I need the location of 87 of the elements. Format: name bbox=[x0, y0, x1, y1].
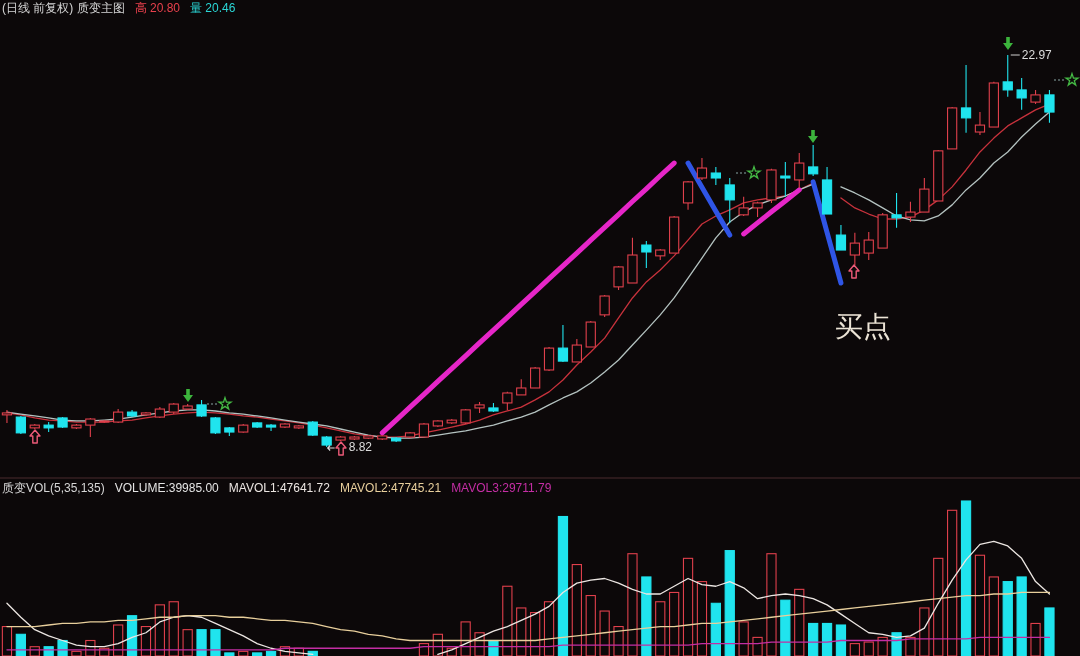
bar bbox=[182, 629, 193, 656]
bar bbox=[766, 553, 777, 656]
bar bbox=[224, 652, 235, 656]
bar bbox=[265, 650, 277, 656]
candlestick bbox=[780, 161, 791, 198]
bar bbox=[252, 652, 263, 656]
text: MAVOL3:29711.79 bbox=[451, 481, 552, 495]
candlestick bbox=[808, 144, 819, 177]
annotation: 买点 bbox=[835, 311, 891, 342]
candlestick bbox=[835, 224, 847, 251]
bar bbox=[919, 607, 930, 656]
bar bbox=[933, 557, 944, 656]
bar bbox=[113, 624, 124, 656]
bar bbox=[196, 629, 207, 656]
bar bbox=[947, 509, 958, 656]
bar bbox=[641, 576, 652, 656]
text: 22.97 bbox=[1021, 48, 1052, 63]
bar bbox=[210, 629, 221, 656]
bar bbox=[1030, 622, 1041, 656]
bar bbox=[543, 601, 555, 656]
bar bbox=[627, 553, 638, 656]
candlestick bbox=[696, 157, 708, 181]
bar bbox=[1, 626, 13, 656]
text: MAVOL2:47745.21 bbox=[339, 481, 442, 495]
candlestick bbox=[1016, 77, 1027, 111]
bar bbox=[71, 650, 82, 656]
text: 8.82 bbox=[348, 440, 373, 455]
bar bbox=[669, 591, 680, 656]
text: VOLUME:39985.00 bbox=[114, 481, 220, 495]
bar bbox=[877, 636, 888, 656]
candlestick bbox=[1044, 89, 1055, 124]
candlestick bbox=[571, 338, 582, 363]
bar bbox=[905, 636, 916, 656]
candlestick bbox=[710, 166, 721, 186]
text: MAVOL1:47641.72 bbox=[228, 481, 331, 495]
candlestick bbox=[724, 177, 735, 224]
chart-title: (日线 前复权) 质变主图 bbox=[2, 1, 125, 15]
bar bbox=[710, 602, 721, 656]
bar bbox=[154, 604, 165, 656]
bar bbox=[780, 599, 791, 656]
bar bbox=[1044, 607, 1055, 656]
bar bbox=[752, 636, 763, 656]
bar bbox=[15, 633, 26, 656]
bar bbox=[863, 641, 874, 656]
bar bbox=[696, 581, 708, 656]
candlestick bbox=[794, 152, 805, 189]
bar bbox=[502, 585, 513, 656]
bar bbox=[682, 557, 694, 656]
candlestick bbox=[641, 240, 652, 269]
bar bbox=[516, 607, 527, 656]
bar bbox=[655, 601, 666, 656]
bar bbox=[168, 601, 179, 656]
bar bbox=[1016, 576, 1027, 656]
candlestick bbox=[863, 231, 874, 261]
text: 量 20.46 bbox=[190, 1, 236, 15]
candlestick bbox=[974, 111, 986, 136]
candlestick bbox=[905, 201, 916, 223]
candlestick bbox=[919, 177, 930, 213]
bar bbox=[974, 554, 986, 656]
bar bbox=[613, 626, 624, 656]
bar bbox=[238, 650, 249, 656]
bar bbox=[557, 515, 569, 656]
bar bbox=[571, 564, 582, 656]
bar bbox=[599, 610, 610, 656]
candlestick bbox=[1, 409, 13, 424]
candlestick bbox=[557, 324, 569, 363]
candlestick bbox=[891, 192, 902, 229]
bar bbox=[849, 643, 860, 656]
chart-title: 质变VOL(5,35,135) bbox=[2, 481, 105, 495]
candlestick bbox=[682, 180, 694, 211]
bar bbox=[724, 550, 735, 656]
bar bbox=[808, 622, 819, 656]
bar bbox=[530, 612, 541, 656]
candlestick bbox=[738, 196, 749, 217]
bar bbox=[960, 500, 972, 656]
candlestick bbox=[613, 265, 624, 291]
text: 高 20.80 bbox=[134, 1, 181, 15]
bar bbox=[1002, 581, 1013, 656]
bar bbox=[835, 624, 847, 656]
bar bbox=[794, 588, 805, 656]
bar bbox=[585, 595, 596, 656]
bar bbox=[738, 621, 749, 656]
bar bbox=[460, 621, 471, 656]
bar bbox=[821, 622, 833, 656]
candlestick bbox=[960, 64, 972, 134]
bar bbox=[988, 576, 999, 656]
candlestick bbox=[1002, 54, 1013, 98]
